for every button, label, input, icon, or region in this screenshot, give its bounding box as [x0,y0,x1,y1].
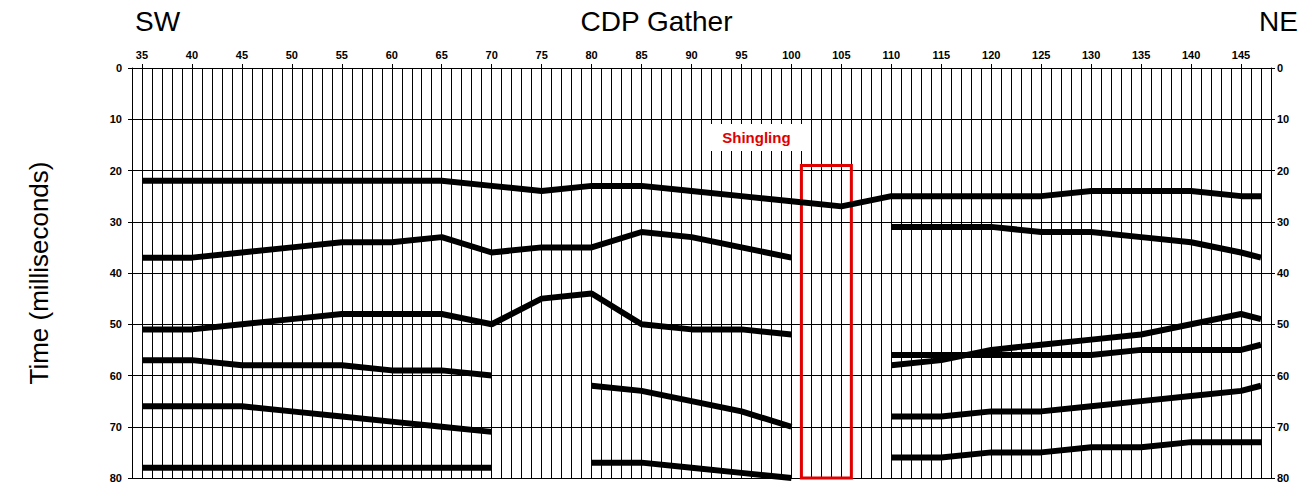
svg-text:35: 35 [136,49,148,61]
svg-text:125: 125 [1032,49,1050,61]
svg-text:0: 0 [1277,62,1283,74]
svg-text:80: 80 [110,472,122,484]
svg-text:130: 130 [1082,49,1100,61]
svg-text:80: 80 [585,49,597,61]
svg-text:120: 120 [982,49,1000,61]
svg-text:65: 65 [436,49,448,61]
svg-text:NE: NE [1259,6,1298,37]
svg-text:30: 30 [110,216,122,228]
svg-text:40: 40 [110,267,122,279]
svg-text:20: 20 [1277,165,1289,177]
svg-text:115: 115 [932,49,950,61]
svg-text:50: 50 [1277,318,1289,330]
svg-text:50: 50 [110,318,122,330]
svg-text:45: 45 [236,49,248,61]
svg-text:30: 30 [1277,216,1289,228]
svg-text:60: 60 [386,49,398,61]
svg-text:85: 85 [635,49,647,61]
svg-text:100: 100 [782,49,800,61]
svg-text:40: 40 [186,49,198,61]
svg-text:50: 50 [286,49,298,61]
svg-text:110: 110 [882,49,900,61]
svg-text:Time (milliseconds): Time (milliseconds) [24,162,54,385]
svg-text:Shingling: Shingling [722,129,790,146]
svg-text:60: 60 [110,370,122,382]
svg-text:135: 135 [1132,49,1150,61]
svg-text:CDP Gather: CDP Gather [581,6,733,37]
svg-text:SW: SW [135,6,181,37]
svg-text:0: 0 [116,62,122,74]
svg-text:90: 90 [685,49,697,61]
svg-text:20: 20 [110,165,122,177]
svg-text:80: 80 [1277,472,1289,484]
svg-text:40: 40 [1277,267,1289,279]
svg-text:70: 70 [1277,421,1289,433]
svg-text:145: 145 [1232,49,1250,61]
svg-text:105: 105 [832,49,850,61]
svg-text:60: 60 [1277,370,1289,382]
svg-text:95: 95 [735,49,747,61]
svg-text:70: 70 [110,421,122,433]
svg-text:75: 75 [536,49,548,61]
svg-text:70: 70 [486,49,498,61]
svg-text:140: 140 [1182,49,1200,61]
svg-text:10: 10 [110,113,122,125]
svg-text:10: 10 [1277,113,1289,125]
svg-text:55: 55 [336,49,348,61]
